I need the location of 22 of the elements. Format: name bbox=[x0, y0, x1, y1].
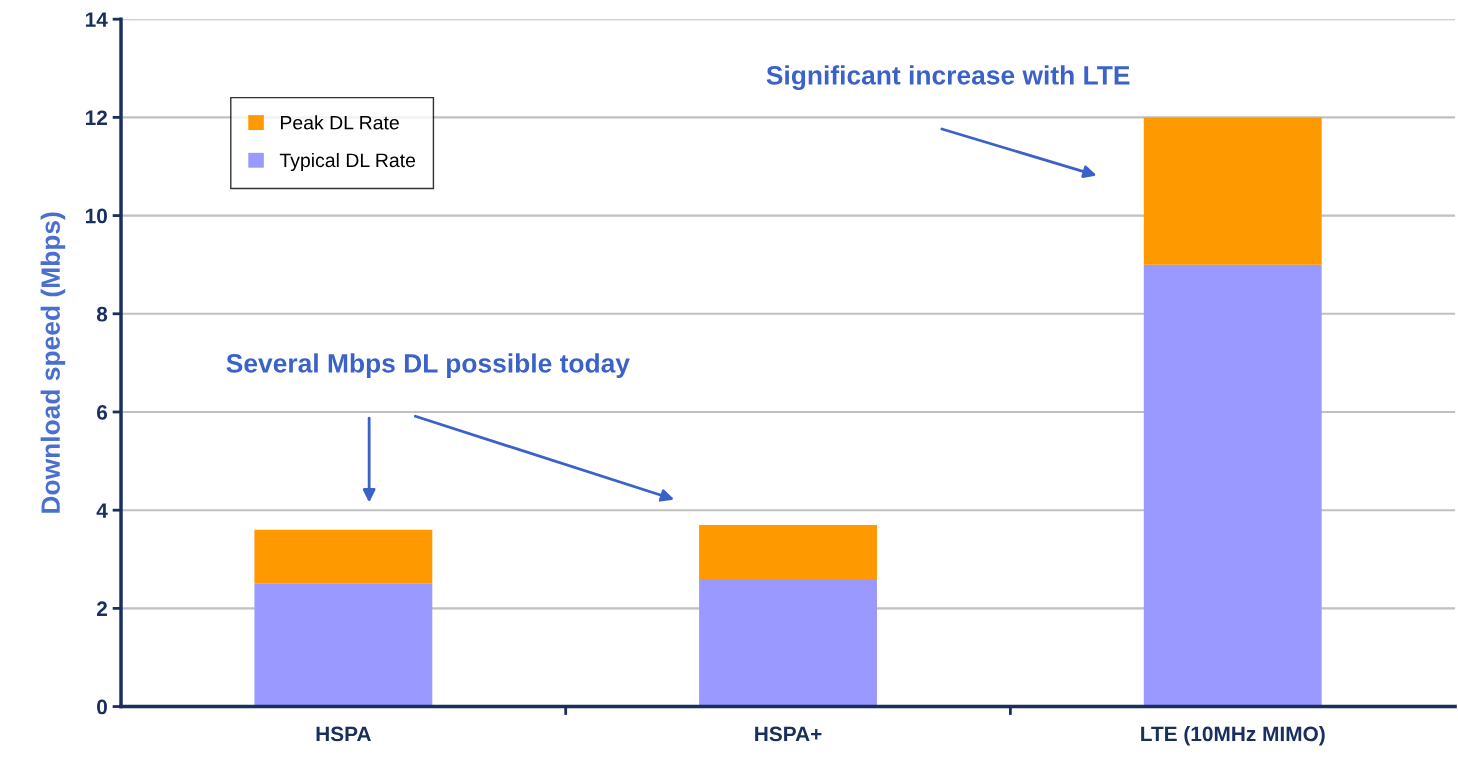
y-tick-label: 14 bbox=[85, 12, 108, 27]
bar bbox=[699, 578, 877, 707]
y-tick-label: 0 bbox=[97, 699, 107, 715]
y-tick-label: 4 bbox=[96, 503, 108, 518]
y-tick-label: 6 bbox=[97, 404, 108, 420]
y-tick-label: 10 bbox=[85, 208, 107, 224]
legend-label: Peak DL Rate bbox=[281, 115, 399, 130]
y-axis-title: Download speed (Mbps) bbox=[40, 212, 66, 513]
bar bbox=[1143, 117, 1322, 265]
bar bbox=[699, 524, 877, 579]
y-tick-label: 8 bbox=[96, 306, 108, 322]
bar bbox=[1143, 264, 1322, 707]
y-tick-label: 12 bbox=[85, 110, 107, 125]
x-tick-label: HSPA+ bbox=[755, 726, 822, 742]
x-tick-label: HSPA bbox=[316, 726, 371, 742]
annotation: Significant increase with LTE bbox=[766, 65, 1130, 90]
x-tick-label: LTE (10MHz MIMO) bbox=[1141, 726, 1325, 746]
annotation: Several Mbps DL possible today bbox=[226, 353, 630, 378]
y-tick-label: 2 bbox=[96, 601, 107, 616]
bar bbox=[254, 583, 433, 707]
legend-label: Typical DL Rate bbox=[279, 152, 416, 172]
bar bbox=[254, 529, 433, 584]
